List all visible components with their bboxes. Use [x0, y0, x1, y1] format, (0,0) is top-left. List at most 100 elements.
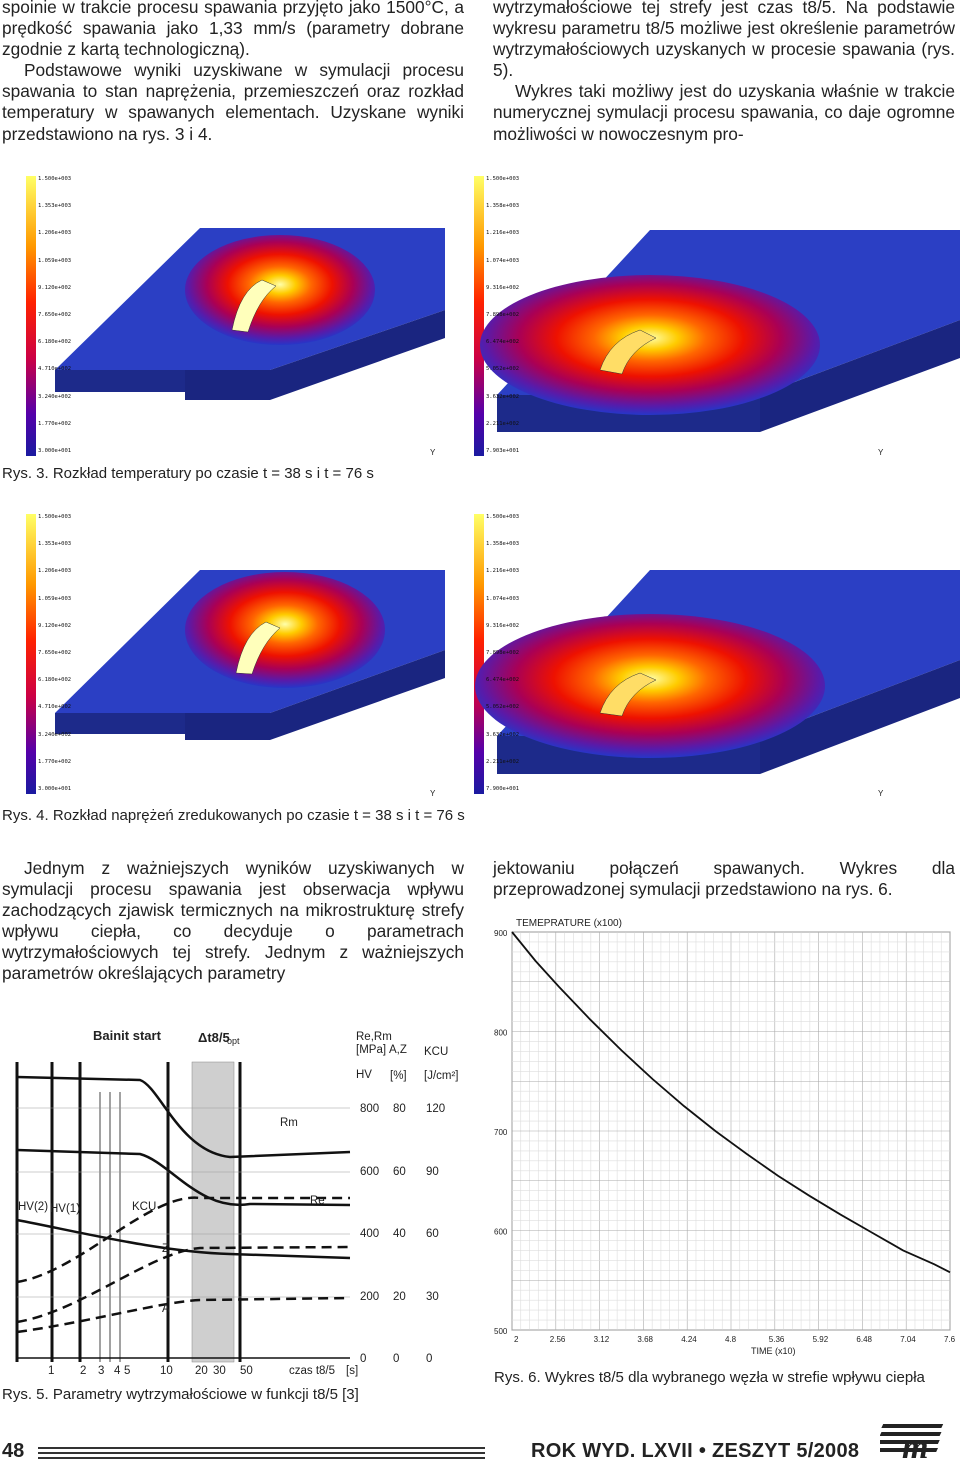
fig5-xtick: 3 [98, 1365, 104, 1377]
legend-value: 1.500e+003 [38, 176, 72, 182]
x-tick-label: 3.68 [637, 1335, 653, 1344]
x-axis-label: TIME (x10) [751, 1346, 796, 1356]
svg-text:m: m [902, 1429, 928, 1466]
legend-value: 5.052e+002 [486, 366, 520, 373]
x-tick-label: 7.04 [900, 1335, 916, 1344]
caption-rys5: Rys. 5. Parametry wytrzymałościowe w fun… [2, 1386, 359, 1403]
x-tick-label: 4.24 [681, 1335, 697, 1344]
fig5-xtick: 20 [195, 1365, 208, 1377]
legend-value: 2.211e+002 [486, 758, 520, 765]
fig5-scale-label: 120 [426, 1103, 445, 1115]
legend-value: 9.316e+002 [486, 284, 520, 291]
legend-value: 3.000e+001 [38, 448, 72, 454]
legend-value: 3.632e+002 [486, 731, 520, 738]
fig5-xunit: [s] [346, 1365, 358, 1377]
page-number: 48 [2, 1440, 25, 1462]
x-tick-label: 5.92 [813, 1335, 829, 1344]
axis-mark: Y [878, 789, 884, 798]
fea-stress-plots: Y Y [26, 514, 960, 798]
fig5-xtick: 5 [124, 1365, 130, 1377]
y-tick-label: 900 [494, 929, 508, 938]
legend-value: 7.898e+002 [486, 650, 520, 656]
caption-rys4: Rys. 4. Rozkład naprężeń zredukowanych p… [2, 807, 465, 824]
legend-value: 1.770e+002 [38, 758, 72, 765]
legend-value: 1.206e+003 [38, 568, 72, 575]
t85-temperature-chart: TEMEPRATURE (x100) 900 800 700 600 500 2 2.56 3.… [494, 918, 956, 1356]
fig5-label: A,Z [389, 1044, 407, 1056]
fig5-curve-label: Z [162, 1243, 169, 1255]
fig5-scale-label: 400 [360, 1228, 379, 1240]
axis-mark: Y [430, 789, 436, 798]
fig5-scale-label: 800 [360, 1103, 379, 1115]
legend-value: 6.180e+002 [38, 677, 72, 684]
text-column-left-bottom: Jednym z ważniejszych wyników uzyskiwany… [2, 858, 464, 985]
legend-value: 1.358e+003 [486, 541, 520, 548]
paragraph: spoinie w trakcie procesu spawania przyj… [2, 0, 464, 60]
paragraph: Jednym z ważniejszych wyników uzyskiwany… [2, 858, 464, 984]
fig5-xtick: 1 [48, 1365, 54, 1377]
x-tick-label: 7.6 [944, 1335, 956, 1344]
text-column-right-bottom: jektowaniu połączeń spawanych. Wykres dl… [493, 858, 955, 900]
fig5-curve-label: HV(2) [18, 1201, 48, 1213]
fig5-curve-label: Re [310, 1195, 325, 1207]
legend-value: 1.074e+003 [486, 257, 520, 264]
axis-mark: Y [430, 448, 436, 457]
text-column-left-top: spoinie w trakcie procesu spawania przyj… [2, 0, 464, 145]
x-tick-label: 3.12 [594, 1335, 610, 1344]
footer-rule [38, 1452, 485, 1454]
footer-rule [38, 1457, 485, 1459]
legend-value: 1.500e+003 [486, 176, 520, 182]
t85-mechanical-properties-chart: Bainit start Δt8/5 opt Re,Rm [MPa] A,Z K… [6, 1028, 460, 1377]
y-tick-label: 700 [494, 1128, 508, 1137]
legend-value: 1.216e+003 [486, 230, 520, 237]
fig5-label: HV [356, 1069, 372, 1081]
fig5-curve-label: A [162, 1303, 170, 1315]
fig5-scale-label: 60 [426, 1228, 439, 1240]
legend-value: 9.120e+002 [38, 622, 72, 629]
chart-title: TEMEPRATURE (x100) [516, 918, 622, 929]
fig5-curve-label: KCU [132, 1201, 156, 1213]
fig5-label: Re,Rm [356, 1031, 392, 1043]
caption-rys3: Rys. 3. Rozkład temperatury po czasie t … [2, 465, 374, 482]
legend-value: 9.316e+002 [486, 622, 520, 629]
legend-value: 1.059e+003 [38, 595, 72, 602]
legend-value: 3.632e+002 [486, 393, 520, 400]
legend-value: 1.353e+003 [38, 203, 72, 210]
fig5-label: KCU [424, 1046, 448, 1058]
y-tick-label: 800 [494, 1029, 508, 1038]
fig5-label: [MPa] [356, 1044, 386, 1056]
x-tick-label: 6.48 [856, 1335, 872, 1344]
fig5-xtick: 50 [240, 1365, 253, 1377]
fig5-scale-label: 20 [393, 1291, 406, 1303]
fig5-scale-label: 0 [426, 1353, 432, 1365]
legend-value: 2.211e+002 [486, 420, 520, 427]
text-column-right-top: wytrzymałościowe tej strefy jest czas t8… [493, 0, 955, 145]
legend-value: 5.052e+002 [486, 704, 520, 711]
temperature-series-line [511, 931, 951, 1274]
fig5-scale-label: 90 [426, 1166, 439, 1178]
fig5-label: [J/cm²] [424, 1070, 459, 1082]
legend-value: 7.903e+001 [486, 448, 520, 454]
caption-rys6: Rys. 6. Wykres t8/5 dla wybranego węzła … [494, 1369, 925, 1386]
y-tick-label: 600 [494, 1228, 508, 1237]
legend-value: 3.240e+002 [38, 393, 72, 400]
fig5-scale-label: 0 [360, 1353, 366, 1365]
x-tick-label: 5.36 [769, 1335, 785, 1344]
y-tick-label: 500 [494, 1327, 508, 1336]
axis-mark: Y [878, 448, 884, 457]
legend-value: 9.120e+002 [38, 284, 72, 291]
legend-value: 3.000e+001 [38, 786, 72, 792]
legend-value: 1.770e+002 [38, 420, 72, 427]
fig5-label: Δt8/5 [198, 1030, 230, 1045]
figure-3: Y Y 1.500e+003 1.353e+003 1.206e+003 1.059e… [0, 170, 960, 460]
fig5-xtick: 10 [160, 1365, 173, 1377]
fig5-scale-label: 60 [393, 1166, 406, 1178]
paragraph: Wykres taki możliwy jest do uzyskania wł… [493, 81, 955, 144]
paragraph: Podstawowe wyniki uzyskiwane w symulacji… [2, 60, 464, 144]
legend-value: 1.216e+003 [486, 568, 520, 575]
figure-5: Bainit start Δt8/5 opt Re,Rm [MPa] A,Z K… [0, 1022, 470, 1380]
fig5-xtick: 4 [114, 1365, 121, 1377]
fig5-label: [%] [390, 1070, 407, 1082]
x-tick-label: 2.56 [550, 1335, 566, 1344]
legend-value: 4.710e+002 [38, 704, 72, 711]
